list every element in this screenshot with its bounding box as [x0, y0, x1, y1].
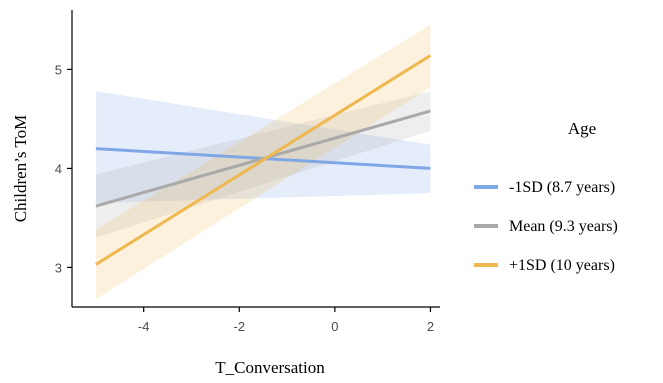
regression-lines	[95, 54, 432, 266]
y-tick-label: 4	[55, 161, 62, 176]
confidence-band	[95, 24, 431, 300]
x-axis-title: T_Conversation	[215, 358, 325, 377]
confidence-band	[95, 91, 431, 238]
confidence-band	[95, 91, 431, 204]
y-ticks: 3 4 5	[55, 62, 72, 275]
y-tick-label: 5	[55, 62, 62, 77]
legend-items: -1SD (8.7 years) Mean (9.3 years) +1SD (10…	[474, 179, 618, 274]
legend-label: Mean (9.3 years)	[509, 218, 618, 235]
x-ticks: -4 -2 0 2	[138, 307, 434, 334]
x-tick-label: -4	[138, 319, 150, 334]
legend-label: -1SD (8.7 years)	[509, 179, 615, 196]
y-tick-label: 3	[55, 260, 62, 275]
x-tick-label: -2	[233, 319, 245, 334]
legend-title: Age	[568, 119, 596, 138]
series-line	[95, 54, 432, 266]
confidence-bands	[95, 24, 431, 300]
x-tick-label: 0	[331, 319, 338, 334]
y-axis-title: Children’s ToM	[11, 115, 30, 223]
x-tick-label: 2	[427, 319, 434, 334]
legend: Age -1SD (8.7 years) Mean (9.3 years) +1SD…	[474, 119, 618, 274]
legend-label: +1SD (10 years)	[509, 257, 615, 274]
